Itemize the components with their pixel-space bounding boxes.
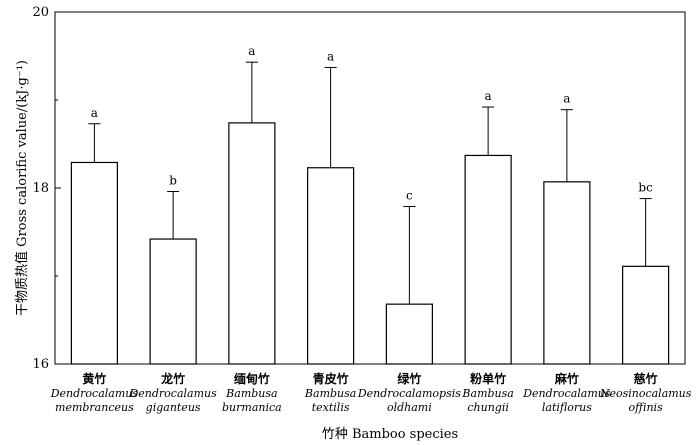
x-axis-title: 竹种 Bamboo species bbox=[322, 427, 458, 442]
x-tick-label-species: oldhami bbox=[387, 401, 432, 414]
bar bbox=[307, 167, 355, 365]
bar bbox=[228, 122, 276, 365]
x-tick-label-genus: Dendrocalamus bbox=[50, 387, 139, 400]
x-tick-label-genus: Neosinocalamus bbox=[599, 387, 692, 400]
x-tick-label-genus: Bambusa bbox=[304, 387, 356, 400]
axes-layer bbox=[54, 11, 686, 365]
bar bbox=[70, 161, 118, 365]
x-tick-label-species: offinis bbox=[629, 401, 664, 414]
bar bbox=[385, 303, 433, 365]
bar bbox=[543, 181, 591, 365]
significance-label: bc bbox=[638, 181, 653, 195]
significance-label: a bbox=[485, 89, 492, 103]
significance-label: a bbox=[91, 106, 98, 120]
x-tick-label-chinese: 麻竹 bbox=[554, 371, 579, 386]
significance-label: c bbox=[406, 188, 413, 202]
y-tick-label: 18 bbox=[32, 181, 49, 196]
y-tick-label: 16 bbox=[32, 357, 49, 372]
x-tick-label-genus: Bambusa bbox=[461, 387, 513, 400]
x-tick-label-chinese: 青皮竹 bbox=[313, 371, 349, 386]
bars-layer bbox=[70, 61, 670, 365]
x-tick-label-chinese: 慈竹 bbox=[634, 371, 658, 386]
bar bbox=[464, 154, 512, 365]
x-tick-label-chinese: 粉单竹 bbox=[470, 371, 506, 386]
x-tick-label-chinese: 黄竹 bbox=[82, 371, 106, 386]
x-tick-label-genus: Bambusa bbox=[225, 387, 277, 400]
x-tick-label-species: latiflorus bbox=[542, 401, 592, 414]
significance-label: a bbox=[563, 92, 570, 106]
x-tick-label-species: giganteus bbox=[146, 401, 201, 414]
x-tick-label-genus: Dendrocalamus bbox=[128, 387, 217, 400]
significance-label: b bbox=[169, 174, 177, 188]
labels-layer: 161820a黄竹Dendrocalamusmembranceusb龙竹Dend… bbox=[32, 5, 691, 414]
y-tick-label: 20 bbox=[32, 5, 49, 20]
x-tick-label-species: burmanica bbox=[222, 401, 282, 414]
x-tick-label-genus: Dendrocalamus bbox=[522, 387, 611, 400]
bar bbox=[622, 265, 670, 365]
plot-frame bbox=[54, 11, 686, 365]
x-tick-label-chinese: 绿竹 bbox=[397, 371, 421, 386]
x-tick-label-species: membranceus bbox=[55, 401, 134, 414]
x-tick-label-chinese: 缅甸竹 bbox=[234, 371, 270, 386]
significance-label: a bbox=[248, 44, 255, 58]
x-tick-label-species: textilis bbox=[312, 401, 350, 414]
y-axis-title: 干物质热值 Gross calorific value/(kJ·g⁻¹) bbox=[14, 60, 30, 316]
significance-label: a bbox=[327, 49, 334, 63]
bar bbox=[149, 238, 197, 365]
x-tick-label-genus: Dendrocalamopsis bbox=[357, 387, 461, 400]
x-tick-label-chinese: 龙竹 bbox=[161, 371, 185, 386]
x-tick-label-species: chungii bbox=[467, 401, 509, 414]
